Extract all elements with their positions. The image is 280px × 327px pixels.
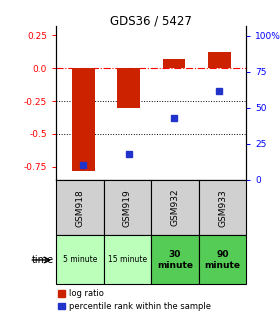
Text: 90
minute: 90 minute (205, 250, 241, 270)
Text: GSM932: GSM932 (171, 189, 179, 227)
Text: time: time (32, 255, 54, 265)
Text: 15 minute: 15 minute (108, 255, 147, 265)
Text: GSM919: GSM919 (123, 189, 132, 227)
Bar (199, 180, 246, 235)
Bar (72, 68, 95, 171)
Bar (56, 235, 104, 284)
Bar (117, 68, 140, 108)
Bar (199, 235, 246, 284)
Bar (208, 52, 230, 68)
Text: GDS36 / 5427: GDS36 / 5427 (110, 15, 192, 28)
Text: GSM918: GSM918 (75, 189, 84, 227)
Text: GSM933: GSM933 (218, 189, 227, 227)
Bar (162, 59, 185, 68)
Bar (56, 180, 104, 235)
Legend: log ratio, percentile rank within the sample: log ratio, percentile rank within the sa… (57, 289, 212, 312)
Text: 30
minute: 30 minute (157, 250, 193, 270)
Bar (104, 235, 151, 284)
Text: 5 minute: 5 minute (63, 255, 97, 265)
Bar (151, 180, 199, 235)
Bar (104, 180, 151, 235)
Bar (151, 235, 199, 284)
